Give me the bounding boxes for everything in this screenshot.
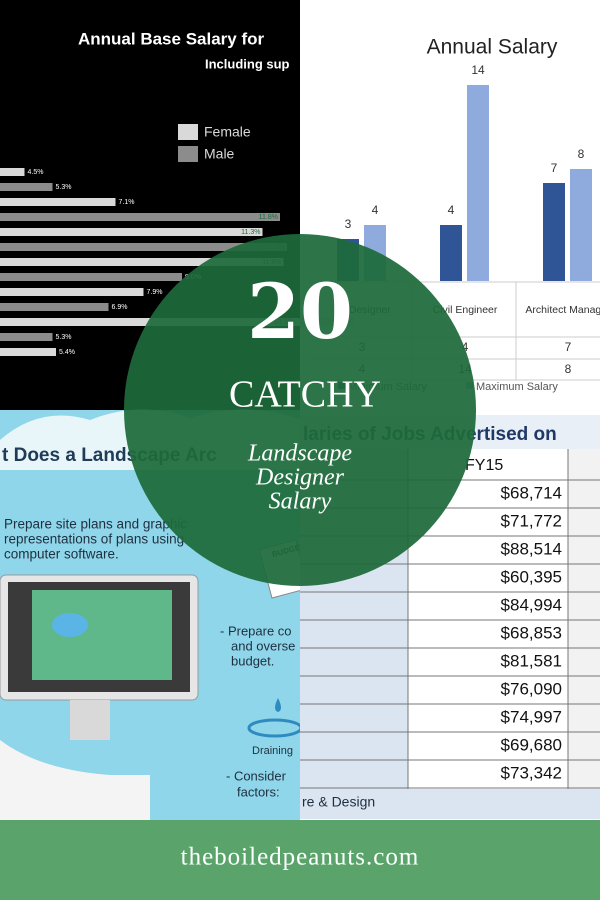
- bar: [0, 273, 182, 281]
- headline-subject: Landscape: [247, 441, 352, 467]
- bar: [0, 243, 287, 251]
- bar: [440, 225, 462, 281]
- headline-word: CATCHY: [229, 374, 381, 416]
- legend-swatch: [178, 146, 198, 162]
- value-label: 14: [471, 63, 485, 77]
- legend-label: Maximum Salary: [476, 381, 558, 393]
- table-cell: $84,994: [501, 595, 562, 614]
- chart-subtitle: Including sup: [205, 56, 290, 71]
- bar: [570, 169, 592, 281]
- table-cell: $76,090: [501, 679, 562, 698]
- bar: [0, 348, 56, 356]
- bar: [0, 333, 53, 341]
- bar: [0, 183, 53, 191]
- bar-label: 6.9%: [112, 304, 128, 311]
- value-label: 4: [372, 203, 379, 217]
- bar: [0, 198, 116, 206]
- drop-icon: [275, 698, 281, 712]
- value-label: 8: [578, 147, 585, 161]
- bar-label: 11.3%: [241, 229, 260, 236]
- value-label: 3: [345, 217, 352, 231]
- value-label: 7: [551, 161, 558, 175]
- infographic-text: representations of plans using: [4, 532, 184, 547]
- infographic-text: - Prepare co: [220, 623, 292, 638]
- headline-number: 20: [247, 267, 353, 356]
- bar: [0, 288, 144, 296]
- category-label: Civil Engineer: [433, 304, 498, 316]
- legend-swatch: [178, 124, 198, 140]
- table-footer-bg: [300, 789, 600, 819]
- sleeve: [0, 740, 150, 820]
- headline-subject: Designer: [255, 465, 345, 491]
- legend-label: Male: [204, 146, 235, 162]
- value-label: 4: [448, 203, 455, 217]
- infographic-text: - Consider: [226, 768, 287, 783]
- pool: [52, 613, 88, 637]
- footer-band: [0, 820, 600, 900]
- table-cell: $74,997: [501, 707, 562, 726]
- infographic-text: and overse: [231, 638, 295, 653]
- bar: [0, 213, 280, 221]
- bar: [543, 183, 565, 281]
- bar-label: 7.1%: [119, 199, 135, 206]
- bar-label: 5.3%: [56, 184, 72, 191]
- table-cell: $60,395: [501, 567, 562, 586]
- infographic-text: factors:: [237, 784, 280, 799]
- table-cell: 4: [462, 340, 469, 354]
- table-cell: $71,772: [501, 511, 562, 530]
- table-footer: re & Design: [302, 794, 375, 810]
- icon-label: Draining: [252, 745, 293, 757]
- table-side: [568, 449, 600, 789]
- table-cell: $69,680: [501, 735, 562, 754]
- bar: [0, 228, 263, 236]
- infographic-text: Prepare site plans and graphic: [4, 517, 187, 532]
- site-name: theboiledpeanuts.com: [181, 844, 420, 871]
- table-cell: $73,342: [501, 763, 562, 782]
- table-cell: $68,714: [501, 483, 562, 502]
- headline-subject: Salary: [269, 489, 332, 515]
- bar: [0, 258, 284, 266]
- site-plan: [32, 590, 172, 680]
- table-cell: 8: [565, 362, 572, 376]
- chart-title: Annual Salary: [427, 36, 558, 59]
- bar-label: 11.8%: [259, 214, 278, 221]
- legend-label: Female: [204, 124, 251, 140]
- bar: [0, 168, 25, 176]
- monitor-stand: [70, 700, 110, 740]
- bar: [0, 303, 109, 311]
- infographic-text: computer software.: [4, 547, 119, 562]
- bar-label: 5.4%: [59, 349, 75, 356]
- table-header: FY15: [465, 457, 503, 474]
- table-cell: $68,853: [501, 623, 562, 642]
- bar-label: 5.3%: [56, 334, 72, 341]
- table-cell: 7: [565, 340, 572, 354]
- overlay-circle: [124, 234, 476, 586]
- chart-title: Annual Base Salary for: [78, 29, 265, 48]
- bar: [467, 85, 489, 281]
- table-cell: $88,514: [501, 539, 562, 558]
- bar-label: 7.9%: [147, 289, 163, 296]
- bar-label: 4.5%: [28, 169, 44, 176]
- infographic-text: budget.: [231, 653, 274, 668]
- category-label: Architect Manager: [525, 304, 600, 316]
- table-cell: $81,581: [501, 651, 562, 670]
